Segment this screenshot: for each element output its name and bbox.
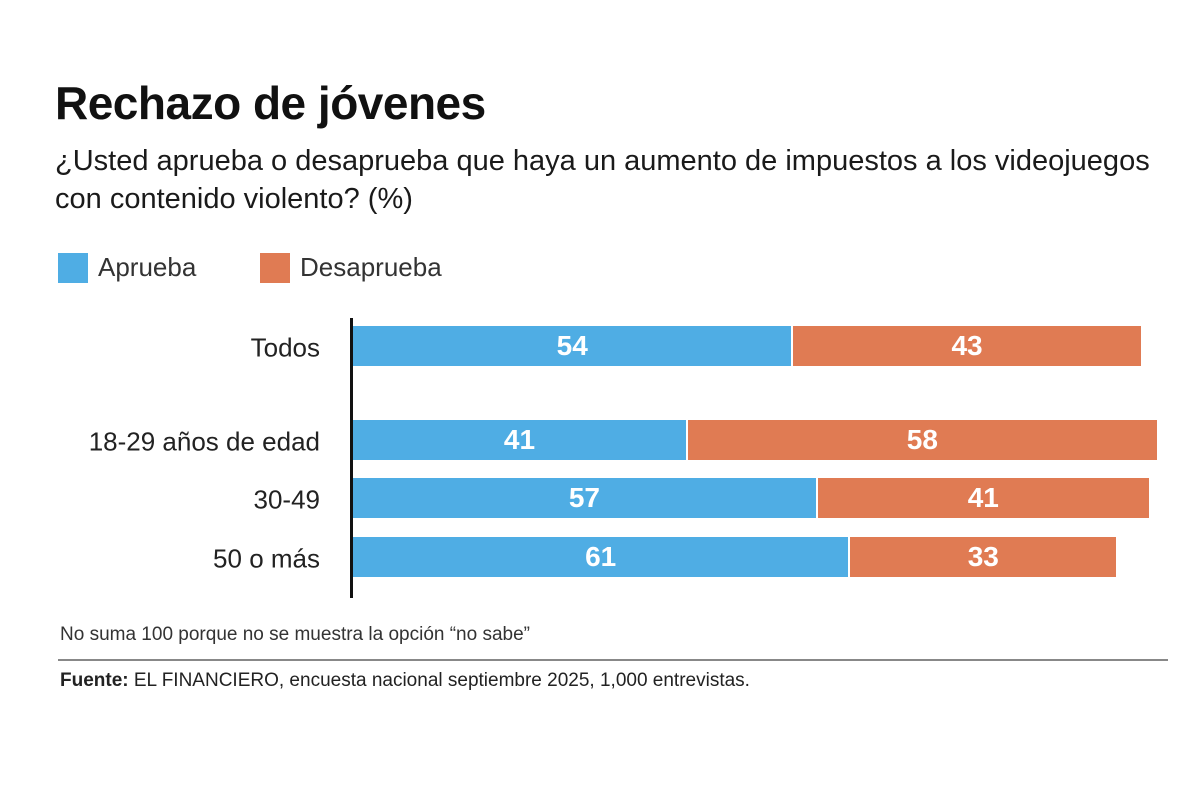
footnote: No suma 100 porque no se muestra la opci… (60, 624, 530, 645)
category-label: 18-29 años de edad (88, 426, 320, 457)
data-label: 54 (556, 330, 588, 361)
legend-item-aprueba: Aprueba (58, 252, 196, 283)
chart-title: Rechazo de jóvenes (55, 77, 486, 129)
source-text: EL FINANCIERO, encuesta nacional septiem… (128, 670, 750, 691)
y-axis-line (350, 318, 353, 598)
data-label: 41 (503, 424, 536, 455)
bar-desaprueba: 41 (817, 478, 1149, 518)
legend-label: Desaprueba (300, 252, 442, 282)
bar-aprueba: 54 (353, 326, 792, 366)
category-label: 30-49 (253, 484, 321, 515)
data-label: 58 (906, 424, 938, 455)
bar-desaprueba: 58 (687, 420, 1157, 460)
bar-aprueba: 41 (353, 420, 686, 460)
category-label: 50 o más (213, 543, 320, 574)
divider (58, 659, 1168, 661)
legend-item-desaprueba: Desaprueba (260, 252, 442, 283)
chart-subtitle: ¿Usted aprueba o desaprueba que haya un … (55, 145, 1150, 215)
category-label: Todos (250, 332, 320, 363)
data-label: 43 (951, 330, 983, 361)
data-label: 57 (568, 482, 600, 513)
source-label: Fuente: (60, 670, 129, 691)
data-label: 41 (967, 482, 999, 513)
legend-label: Aprueba (98, 252, 197, 282)
bar-desaprueba: 43 (793, 326, 1141, 366)
data-label: 61 (585, 541, 617, 572)
bar-desaprueba: 33 (850, 537, 1117, 577)
legend-swatch-aprueba (58, 252, 88, 283)
bar-aprueba: 57 (353, 478, 816, 518)
bar-aprueba: 61 (353, 537, 849, 577)
source-line: Fuente: EL FINANCIERO, encuesta nacional… (60, 670, 750, 692)
data-label: 33 (967, 541, 999, 572)
legend-swatch-desaprueba (260, 252, 290, 283)
